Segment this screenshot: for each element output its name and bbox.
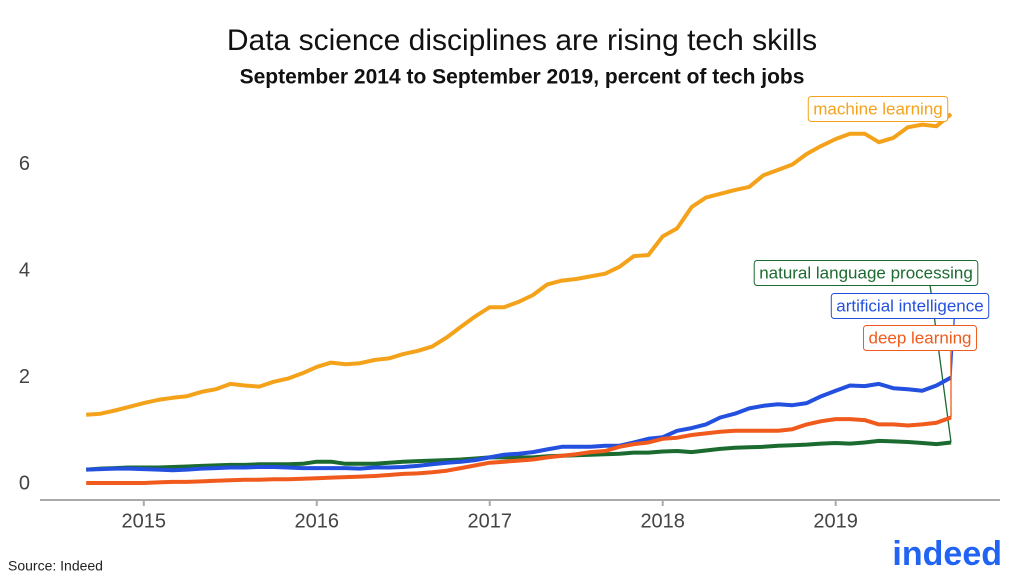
x-tick-label: 2016: [295, 510, 340, 532]
x-tick-label: 2015: [122, 510, 167, 532]
y-tick-label: 6: [19, 153, 30, 175]
label-box: [862, 324, 978, 351]
series-line: [86, 438, 952, 472]
series-label: machine learning: [813, 99, 942, 118]
series-label: natural language processing: [759, 263, 973, 282]
label-box: [753, 259, 979, 286]
label-box: [830, 292, 990, 319]
logo: indeed: [892, 535, 1002, 573]
series-line: [86, 112, 953, 417]
x-tick-label: 2018: [640, 510, 685, 532]
x-tick-label: 2019: [813, 510, 858, 532]
y-tick-label: 2: [19, 366, 30, 388]
series-label: deep learning: [868, 328, 971, 347]
series-label: artificial intelligence: [836, 296, 983, 315]
y-tick-label: 4: [19, 259, 30, 281]
source: Source: Indeed: [8, 558, 103, 574]
series-line: [86, 375, 952, 473]
chart-title: Data science disciplines are rising tech…: [227, 24, 817, 57]
y-tick-label: 0: [19, 472, 30, 494]
x-tick-label: 2017: [467, 510, 512, 532]
label-box: [807, 95, 949, 122]
chart-subtitle: September 2014 to September 2019, percen…: [240, 66, 805, 89]
series-line: [86, 415, 952, 485]
